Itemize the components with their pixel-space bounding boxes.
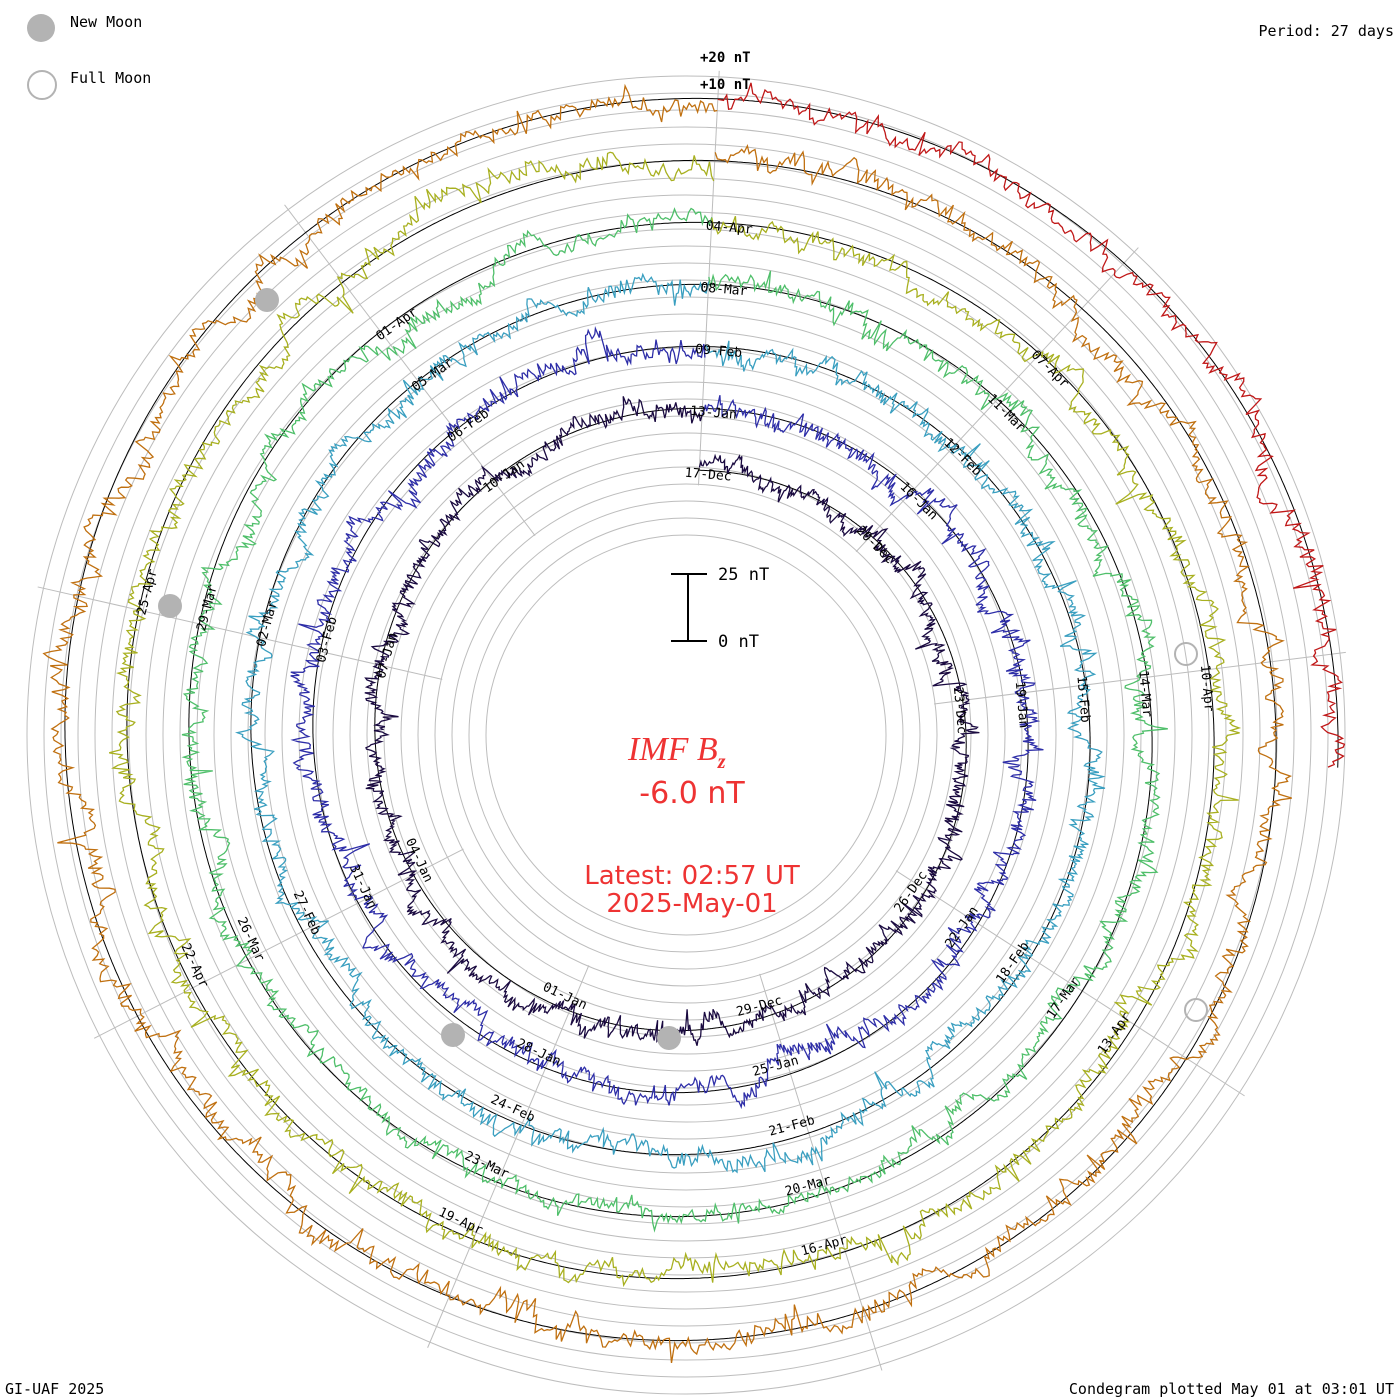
grid-ring bbox=[179, 228, 1193, 1242]
grid-spoke bbox=[284, 204, 536, 536]
grid-ring bbox=[247, 296, 1125, 1174]
plotted-label: Condegram plotted May 01 at 03:01 UT bbox=[1068, 1380, 1394, 1398]
period-label: Period: 27 days bbox=[1258, 22, 1394, 40]
series-line-Apr bbox=[42, 83, 1293, 1364]
grid-ring bbox=[162, 211, 1210, 1259]
date-label: 13-Jan bbox=[689, 404, 737, 423]
grid-ring bbox=[434, 483, 938, 987]
full-moon-marker bbox=[1174, 642, 1198, 666]
grid-ring bbox=[451, 500, 921, 970]
grid-ring bbox=[94, 143, 1278, 1327]
date-label: 01-Jan bbox=[540, 980, 589, 1013]
date-label: 22-Apr bbox=[178, 941, 212, 990]
baseline-Apr bbox=[64, 97, 1277, 1342]
baseline-Mar-Apr bbox=[126, 159, 1215, 1280]
date-label: 14-Mar bbox=[1135, 670, 1154, 718]
date-label: 25-Apr bbox=[134, 567, 161, 616]
scale-bar: 25 nT 0 nT bbox=[671, 565, 769, 652]
date-label: 29-Mar bbox=[194, 583, 221, 632]
current-value: -6.0 nT bbox=[639, 776, 745, 811]
grid-ring bbox=[196, 245, 1176, 1225]
date-label: 17-Dec bbox=[684, 466, 732, 485]
new-moon-marker bbox=[441, 1023, 465, 1047]
grid-spoke bbox=[759, 973, 883, 1371]
date-label: 16-Apr bbox=[800, 1233, 849, 1260]
new-moon-legend-label: New Moon bbox=[70, 13, 143, 31]
ring-label-plus10: +10 nT bbox=[700, 77, 751, 93]
grid-ring bbox=[332, 381, 1040, 1089]
latest-time: Latest: 02:57 UT bbox=[584, 861, 800, 891]
full-moon-legend-label: Full Moon bbox=[70, 69, 152, 87]
grid-ring bbox=[468, 517, 904, 953]
grid-ring bbox=[417, 466, 955, 1004]
grid-ring bbox=[298, 347, 1074, 1123]
grid-ring bbox=[485, 534, 887, 936]
new-moon-legend-icon bbox=[27, 14, 55, 42]
date-label: 10-Jan bbox=[481, 457, 528, 496]
date-label: 19-Jan bbox=[1012, 681, 1031, 729]
date-label: 09-Feb bbox=[695, 342, 743, 361]
date-label: 27-Feb bbox=[290, 889, 324, 938]
series-line-Apr-May bbox=[717, 82, 1346, 768]
baseline-Jan-Feb bbox=[312, 345, 1029, 1094]
date-label: 20-Dec bbox=[853, 523, 897, 567]
grid-layer bbox=[26, 70, 1346, 1395]
grid-ring bbox=[145, 194, 1227, 1276]
date-label: 07-Jan bbox=[374, 631, 401, 680]
svg-text:IMF Bz: IMF Bz bbox=[627, 731, 726, 773]
grid-spoke bbox=[37, 586, 443, 680]
center-title-subscript: z bbox=[717, 751, 726, 773]
grid-ring bbox=[60, 109, 1312, 1361]
date-label: 24-Feb bbox=[488, 1092, 537, 1125]
series-line-Mar-Apr bbox=[109, 151, 1242, 1288]
date-label: 08-Mar bbox=[700, 280, 748, 299]
grid-ring bbox=[213, 262, 1159, 1208]
new-moon-marker bbox=[255, 288, 279, 312]
date-label: 15-Feb bbox=[1073, 675, 1092, 723]
grid-ring bbox=[26, 75, 1346, 1395]
grid-ring bbox=[128, 177, 1244, 1293]
grid-spoke bbox=[427, 965, 590, 1348]
new-moon-marker bbox=[657, 1026, 681, 1050]
credit-label: GI-UAF 2025 bbox=[5, 1380, 105, 1398]
date-label: 04-Apr bbox=[705, 219, 753, 238]
date-label: 10-Apr bbox=[1197, 664, 1216, 712]
center-title: IMF B bbox=[627, 731, 718, 768]
baseline-Feb bbox=[250, 283, 1091, 1156]
date-label: 23-Dec bbox=[950, 686, 969, 734]
date-label: 07-Apr bbox=[1028, 348, 1072, 392]
scale-bar-bottom-label: 0 nT bbox=[718, 632, 759, 652]
date-label: 25-Jan bbox=[751, 1053, 800, 1080]
grid-spoke bbox=[93, 848, 464, 1039]
date-label: 23-Mar bbox=[462, 1149, 511, 1182]
full-moon-marker bbox=[1184, 998, 1208, 1022]
series-line-Mar bbox=[181, 207, 1168, 1233]
series-line-Feb bbox=[234, 272, 1106, 1174]
date-label: 26-Mar bbox=[234, 915, 268, 964]
baseline-Mar bbox=[188, 221, 1153, 1218]
full-moon-legend-icon bbox=[27, 70, 57, 100]
grid-ring bbox=[230, 279, 1142, 1191]
grid-ring bbox=[43, 92, 1329, 1378]
moon-markers bbox=[158, 288, 1208, 1050]
new-moon-marker bbox=[158, 594, 182, 618]
series-line-Dec-Jan bbox=[364, 396, 980, 1050]
date-label: 05-Mar bbox=[409, 356, 456, 395]
date-label: 31-Jan bbox=[346, 862, 380, 911]
grid-ring bbox=[315, 364, 1057, 1106]
ring-label-plus20: +20 nT bbox=[700, 50, 751, 66]
grid-ring bbox=[349, 398, 1023, 1072]
scale-bar-top-label: 25 nT bbox=[718, 565, 769, 585]
latest-date: 2025-May-01 bbox=[606, 889, 777, 919]
series-line-Jan-Feb bbox=[290, 325, 1044, 1110]
center-readout: IMF Bz -6.0 nT Latest: 02:57 UT 2025-May… bbox=[584, 731, 800, 919]
